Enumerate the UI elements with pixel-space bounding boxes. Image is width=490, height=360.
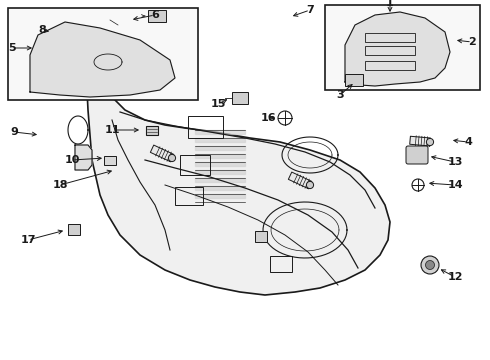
Bar [434, 30, 446, 40]
Bar [8, 8, 198, 100]
Polygon shape [60, 26, 78, 34]
Polygon shape [195, 130, 245, 134]
Bar [365, 61, 415, 70]
Bar [104, 156, 116, 165]
Circle shape [421, 256, 439, 274]
Circle shape [169, 154, 175, 162]
Text: 9: 9 [10, 127, 18, 137]
Polygon shape [150, 145, 173, 162]
Text: 15: 15 [210, 99, 226, 109]
Polygon shape [345, 12, 450, 86]
Bar [365, 33, 415, 42]
Bar [232, 92, 248, 104]
Text: 13: 13 [447, 157, 463, 167]
Text: 10: 10 [64, 155, 80, 165]
Text: 11: 11 [104, 125, 120, 135]
Text: 7: 7 [306, 5, 314, 15]
Polygon shape [195, 162, 245, 166]
Polygon shape [195, 154, 245, 158]
Bar [325, 5, 480, 90]
Bar [270, 256, 292, 272]
Text: 3: 3 [336, 90, 344, 100]
Polygon shape [195, 170, 245, 174]
Text: 17: 17 [20, 235, 36, 245]
Text: 6: 6 [151, 10, 159, 20]
FancyBboxPatch shape [406, 146, 428, 164]
Bar [365, 46, 415, 55]
Polygon shape [75, 145, 92, 170]
Polygon shape [195, 138, 245, 142]
Text: 18: 18 [52, 180, 68, 190]
Text: 2: 2 [468, 37, 476, 47]
Circle shape [425, 261, 435, 270]
Text: 5: 5 [8, 43, 16, 53]
Bar [175, 187, 203, 205]
Polygon shape [410, 136, 430, 146]
Polygon shape [289, 172, 312, 189]
Polygon shape [195, 178, 245, 182]
Circle shape [56, 26, 64, 33]
Bar [111, 19, 125, 31]
Text: 4: 4 [464, 137, 472, 147]
Bar [180, 155, 210, 175]
Bar [146, 126, 158, 135]
Bar [188, 116, 223, 138]
Text: 12: 12 [447, 272, 463, 282]
Text: 14: 14 [447, 180, 463, 190]
Bar [345, 74, 363, 86]
Circle shape [426, 138, 434, 145]
Polygon shape [30, 22, 175, 97]
Bar [255, 231, 267, 242]
Text: 1: 1 [386, 0, 394, 8]
Bar [68, 224, 80, 235]
Polygon shape [85, 50, 390, 295]
Bar [148, 10, 166, 22]
Text: 8: 8 [38, 25, 46, 35]
Text: 16: 16 [260, 113, 276, 123]
Polygon shape [195, 186, 245, 190]
Polygon shape [195, 194, 245, 198]
Circle shape [306, 181, 314, 189]
Polygon shape [195, 146, 245, 150]
